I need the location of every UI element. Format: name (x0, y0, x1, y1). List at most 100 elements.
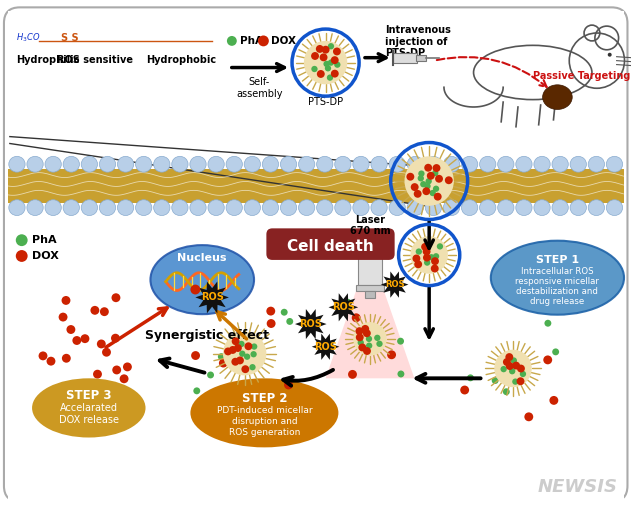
Circle shape (366, 336, 372, 342)
Text: ROS: ROS (314, 342, 337, 352)
Text: PDT-induced micellar: PDT-induced micellar (216, 406, 312, 415)
Circle shape (38, 351, 47, 360)
Bar (356, 285, 384, 291)
Ellipse shape (516, 156, 532, 172)
Circle shape (236, 356, 244, 364)
Circle shape (245, 348, 254, 357)
Ellipse shape (570, 200, 586, 215)
Text: responsive micellar: responsive micellar (515, 277, 599, 286)
Ellipse shape (226, 156, 243, 172)
Ellipse shape (516, 200, 532, 215)
Ellipse shape (479, 156, 496, 172)
Ellipse shape (154, 156, 170, 172)
Circle shape (552, 349, 559, 355)
Circle shape (16, 250, 28, 262)
Circle shape (363, 329, 371, 337)
Circle shape (428, 254, 435, 261)
Polygon shape (195, 281, 229, 314)
Ellipse shape (498, 156, 514, 172)
Text: PhA: PhA (240, 36, 263, 46)
Circle shape (423, 253, 431, 262)
Text: DOX: DOX (31, 251, 58, 261)
Circle shape (348, 370, 357, 379)
Ellipse shape (491, 241, 624, 315)
Polygon shape (312, 333, 339, 360)
Circle shape (311, 52, 319, 60)
Circle shape (219, 359, 228, 367)
Ellipse shape (461, 200, 478, 215)
Ellipse shape (172, 156, 188, 172)
Circle shape (251, 344, 257, 350)
Circle shape (436, 243, 443, 249)
Ellipse shape (244, 156, 260, 172)
Ellipse shape (543, 85, 572, 109)
Circle shape (516, 377, 524, 385)
Circle shape (421, 243, 429, 251)
Polygon shape (295, 309, 326, 339)
Ellipse shape (150, 245, 254, 314)
Circle shape (376, 341, 383, 347)
Text: Passive Targeting: Passive Targeting (533, 71, 631, 80)
Circle shape (422, 187, 430, 195)
Circle shape (424, 260, 430, 266)
Circle shape (328, 60, 334, 66)
Circle shape (227, 36, 237, 46)
Circle shape (512, 379, 518, 385)
Text: disruption and: disruption and (232, 417, 297, 426)
Bar (8, 169, 623, 203)
Text: Synergistic effect: Synergistic effect (145, 329, 269, 342)
Circle shape (250, 351, 257, 357)
Circle shape (434, 193, 442, 201)
Circle shape (100, 307, 109, 316)
Ellipse shape (317, 200, 333, 215)
Circle shape (418, 175, 424, 181)
Ellipse shape (552, 200, 568, 215)
Text: Accelarated: Accelarated (60, 403, 118, 413)
Text: ROS: ROS (385, 280, 404, 289)
Circle shape (323, 61, 330, 67)
Circle shape (413, 190, 422, 198)
Circle shape (284, 381, 293, 389)
Circle shape (494, 350, 532, 387)
Polygon shape (326, 291, 414, 378)
Circle shape (218, 353, 225, 360)
Text: drug release: drug release (531, 297, 584, 306)
Circle shape (500, 366, 507, 372)
Circle shape (426, 178, 432, 184)
Bar (393, 53, 417, 63)
Circle shape (492, 377, 499, 384)
Circle shape (123, 362, 132, 372)
Ellipse shape (99, 156, 116, 172)
Ellipse shape (335, 200, 351, 215)
Circle shape (363, 347, 371, 355)
Circle shape (397, 371, 404, 378)
Circle shape (406, 173, 414, 181)
Text: $H_3CO$: $H_3CO$ (16, 31, 40, 44)
Ellipse shape (534, 156, 550, 172)
Circle shape (333, 47, 341, 55)
Circle shape (356, 333, 364, 342)
Circle shape (224, 348, 232, 355)
Text: STEP 1: STEP 1 (536, 255, 579, 265)
Ellipse shape (117, 200, 134, 215)
Circle shape (411, 183, 419, 191)
Text: STEP 3: STEP 3 (66, 388, 111, 402)
Bar (8, 11, 623, 145)
Circle shape (545, 320, 551, 327)
Circle shape (267, 319, 276, 328)
Circle shape (238, 341, 244, 347)
Text: Hydrophilic: Hydrophilic (16, 54, 79, 65)
Text: ROS generation: ROS generation (228, 428, 300, 437)
Bar (358, 240, 382, 285)
Ellipse shape (389, 156, 405, 172)
Circle shape (429, 190, 436, 196)
Circle shape (328, 43, 334, 49)
Circle shape (207, 372, 214, 378)
Ellipse shape (353, 200, 369, 215)
Text: Intracellular ROS: Intracellular ROS (521, 267, 594, 276)
Circle shape (316, 45, 324, 53)
Circle shape (61, 296, 70, 305)
Circle shape (325, 65, 331, 71)
Circle shape (376, 329, 385, 338)
Circle shape (512, 361, 520, 370)
